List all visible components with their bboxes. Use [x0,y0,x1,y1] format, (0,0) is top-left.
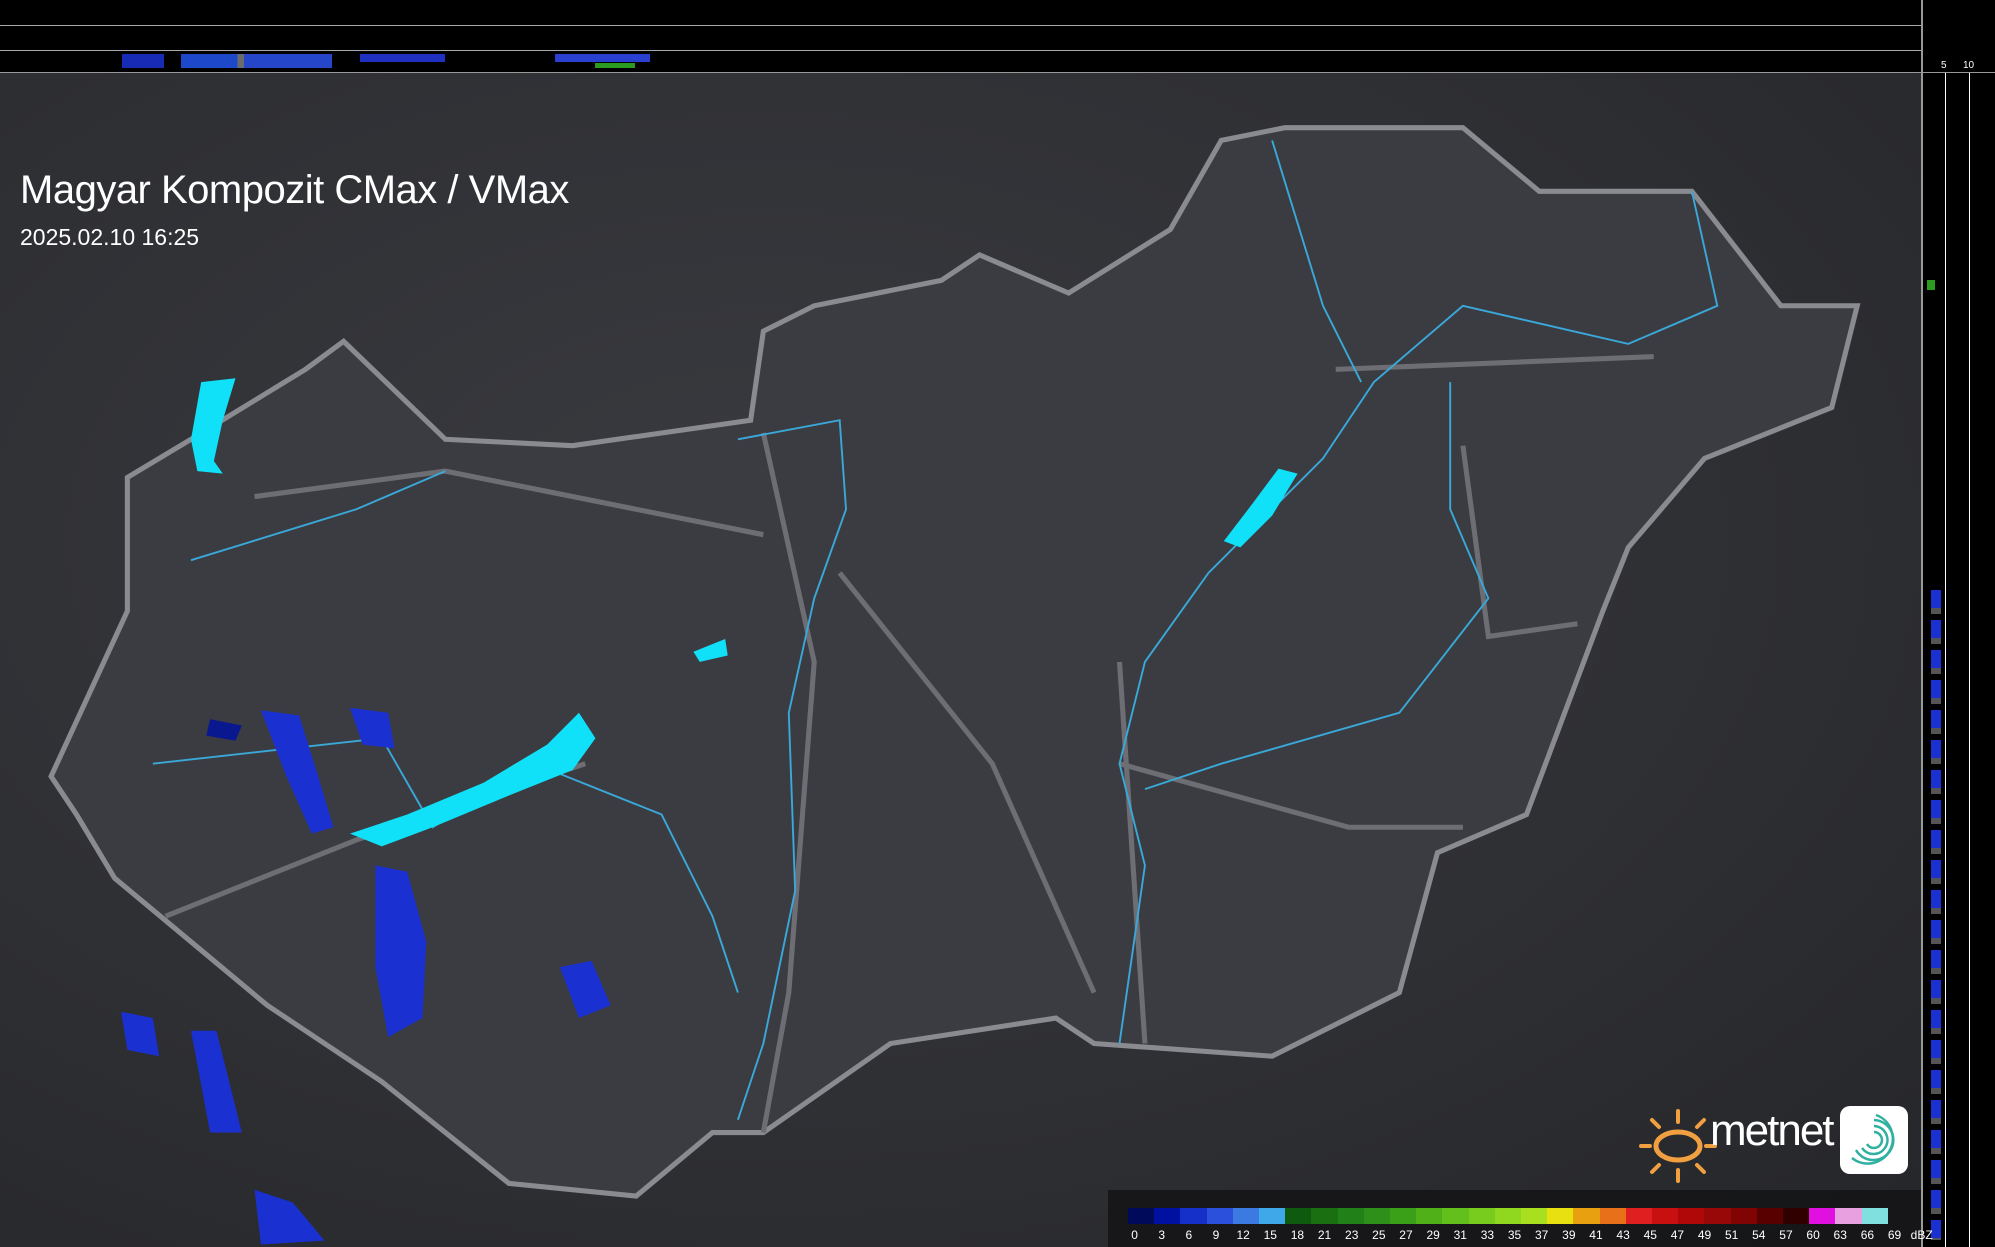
legend-swatch [1809,1208,1836,1224]
radar-echoes [121,707,611,1245]
tick-label: 5 [1941,60,1947,71]
legend-swatch [1861,1208,1888,1224]
lakes [190,378,1298,847]
legend-swatch [1363,1208,1391,1224]
legend-label: 60 [1806,1228,1820,1242]
legend-swatch [1285,1208,1312,1224]
lake-tisza [1223,468,1298,548]
legend-label: 6 [1185,1228,1193,1242]
legend-swatch [1625,1208,1653,1224]
legend-swatch [1390,1208,1417,1224]
sun-icon [1639,1109,1717,1183]
legend-swatch [1678,1208,1705,1224]
profile-echo [122,54,332,68]
legend-label: 27 [1399,1228,1413,1242]
legend-label: 3 [1158,1228,1166,1242]
legend-label: 9 [1212,1228,1220,1242]
profile-echo [1927,280,1935,290]
swirl-icon [1840,1106,1908,1174]
map-canvas [48,125,1861,1245]
legend-label: 18 [1290,1228,1305,1242]
legend-swatch [1521,1208,1548,1224]
legend-label: 39 [1562,1228,1576,1242]
profile-gridline [0,50,1921,51]
legend-label: 69 [1887,1228,1902,1242]
legend-label: 21 [1317,1228,1332,1242]
lake-velence [693,639,728,662]
legend-swatch [1154,1208,1181,1224]
legend-label: 33 [1480,1228,1495,1242]
profile-baseline [0,72,1921,73]
country-hungary [48,125,1861,1199]
legend-label: 31 [1453,1228,1467,1242]
tick-label: 10 [1963,60,1975,71]
legend-swatch [1783,1208,1810,1224]
legend-label: 12 [1236,1228,1250,1242]
legend-swatch [1652,1208,1679,1224]
legend-label: 45 [1643,1228,1657,1242]
county-borders [164,354,1654,1133]
legend-label: 25 [1372,1228,1386,1242]
map-title: Magyar Kompozit CMax / VMax [20,168,569,212]
side-radar-profile: 5 10 [1921,0,1995,1247]
radar-map[interactable]: Magyar Kompozit CMax / VMax 2025.02.10 1… [0,73,1933,1247]
profile-gridline [1945,73,1946,1247]
profile-echo [595,63,635,68]
lake-balaton [349,712,596,847]
map-timestamp: 2025.02.10 16:25 [20,224,200,250]
legend-swatch [1547,1208,1574,1224]
legend-label: 51 [1724,1228,1739,1242]
legend-swatch [1730,1208,1757,1224]
legend-swatch [1442,1208,1469,1224]
legend-unit: dBZ [1910,1228,1933,1242]
legend-swatch [1599,1208,1626,1224]
legend-label: 35 [1507,1228,1522,1242]
legend-label: 23 [1345,1228,1359,1242]
legend-swatch [1468,1208,1495,1224]
legend-label: 29 [1426,1228,1440,1242]
legend-swatch [1573,1208,1600,1224]
legend-swatch [1206,1208,1233,1224]
profile-baseline [1921,72,1995,73]
legend-label: 54 [1752,1228,1766,1242]
legend-swatch [1128,1208,1155,1224]
profile-gridline [1969,73,1970,1247]
legend-labels: 0 3 6 9 12 15 18 21 23 25 27 29 31 33 35 37 39 41 43 45 47 49… [1121,1228,1935,1242]
legend-label: 0 [1131,1228,1138,1242]
legend-label: 57 [1779,1228,1793,1242]
legend-swatch [1259,1208,1286,1224]
legend-swatch [1416,1208,1443,1224]
logo-text: metnet [1710,1106,1835,1155]
legend-swatch [1311,1208,1338,1224]
top-radar-profile: 10 5 [0,0,1935,73]
legend-swatch [1756,1208,1784,1224]
legend-label: 37 [1535,1228,1549,1242]
legend-swatch [1704,1208,1731,1224]
legend-swatch [1337,1208,1364,1224]
profile-echo [360,54,445,62]
legend-swatch [1835,1208,1862,1224]
legend-label: 43 [1616,1228,1630,1242]
legend-label: 47 [1670,1228,1685,1242]
legend-swatch [1494,1208,1522,1224]
legend-swatch [1232,1208,1260,1224]
legend-label: 15 [1263,1228,1277,1242]
legend-label: 66 [1860,1228,1875,1242]
profile-baseline [1921,0,1923,1247]
profile-gridline [0,25,1921,26]
legend-label: 49 [1697,1228,1712,1242]
legend-label: 63 [1833,1228,1847,1242]
legend-label: 41 [1589,1228,1603,1242]
color-legend: 0 3 6 9 12 15 18 21 23 25 27 29 31 33 35 37 39 41 43 45 47 49… [1108,1190,1933,1247]
profile-echo [1931,590,1941,1240]
lake-neusiedl [190,378,236,474]
legend-color-bar [1128,1208,1888,1224]
legend-swatch [1180,1208,1207,1224]
profile-echo [555,54,650,62]
